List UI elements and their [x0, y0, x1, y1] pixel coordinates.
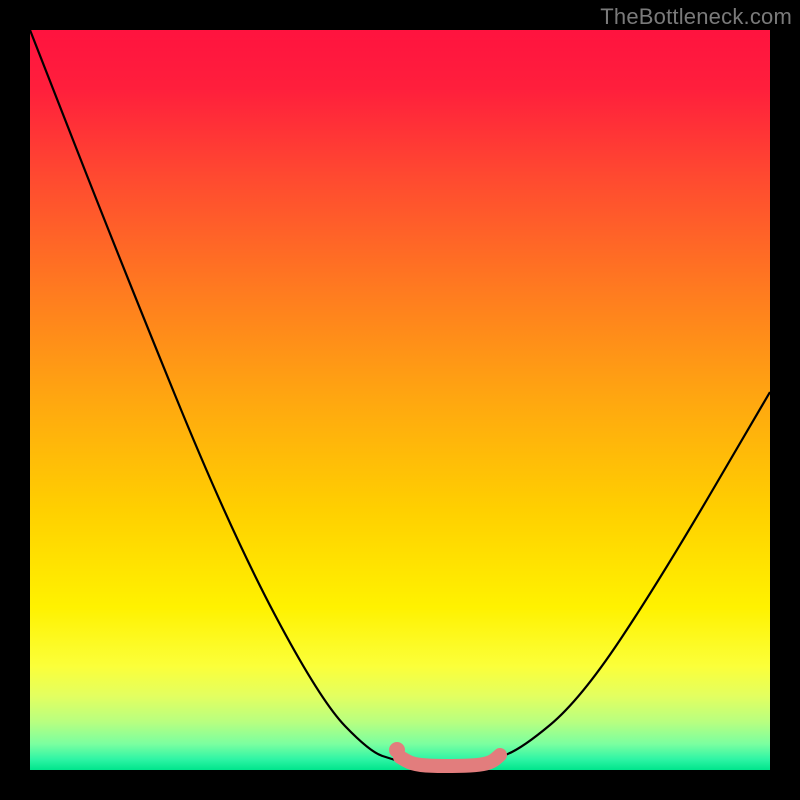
- bottleneck-chart-svg: [0, 0, 800, 800]
- watermark-text: TheBottleneck.com: [600, 4, 792, 30]
- plot-area: [30, 30, 770, 770]
- chart-root: TheBottleneck.com: [0, 0, 800, 800]
